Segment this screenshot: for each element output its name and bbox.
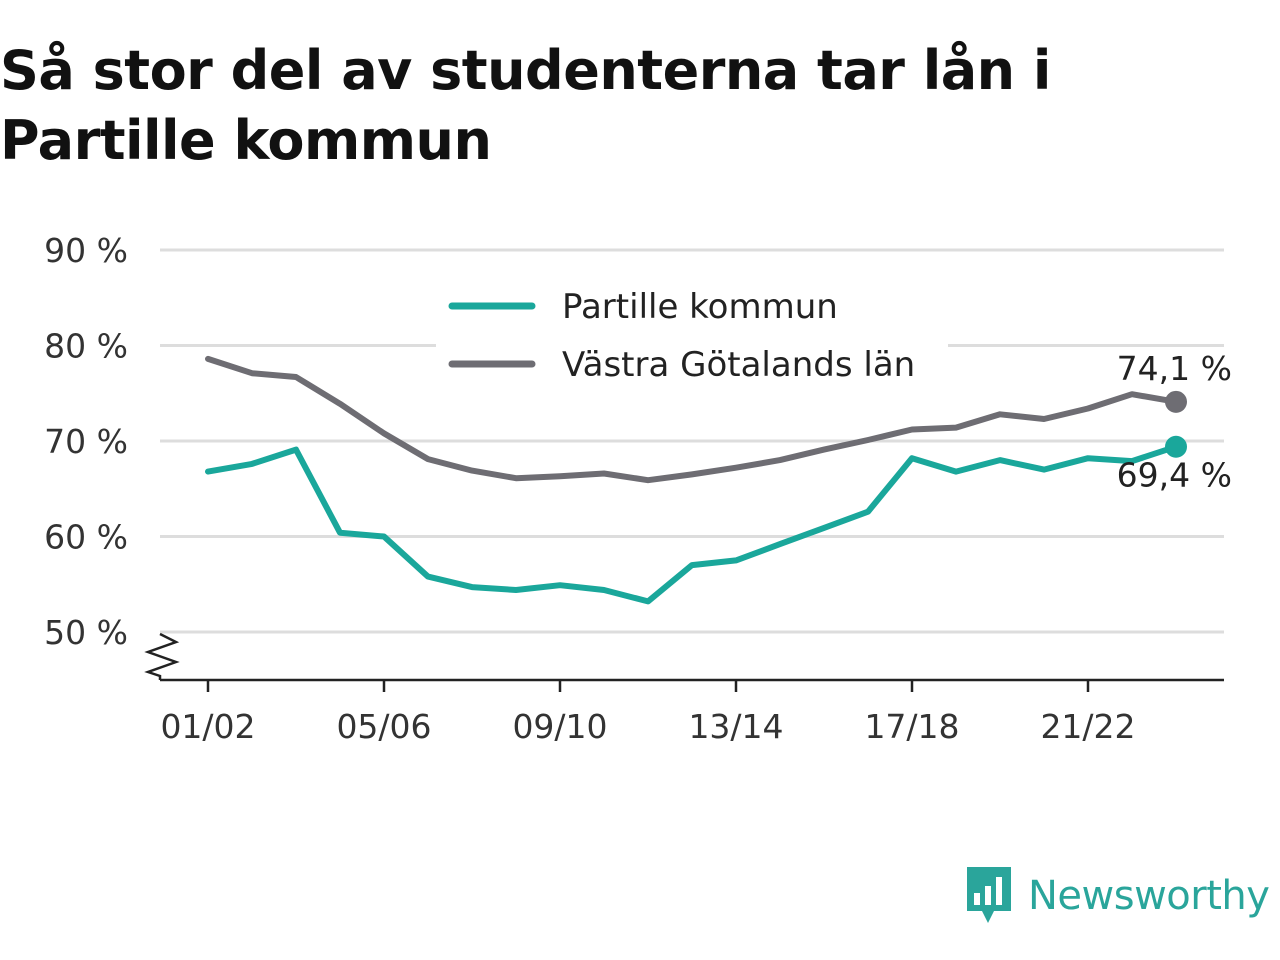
y-tick-label: 80 % [44, 327, 128, 366]
gridlines [160, 248, 1224, 634]
legend-background [436, 282, 948, 394]
y-tick-label: 60 % [44, 518, 128, 557]
newsworthy-logo-icon [967, 867, 1011, 923]
series-line-partille [205, 443, 1179, 605]
y-axis-ticks: 50 % 60 % 70 % 80 % 90 % [44, 231, 128, 652]
end-point [1165, 390, 1187, 413]
legend-label: Partille kommun [562, 287, 838, 327]
end-label-vastra-gotaland: 74,1 % [1117, 349, 1232, 388]
axes [144, 632, 1224, 682]
x-tick-label: 17/18 [864, 707, 959, 746]
series-lines [205, 355, 1187, 605]
x-tick-label: 09/10 [512, 707, 607, 746]
x-tick-label: 01/02 [160, 707, 255, 746]
x-tick-label: 21/22 [1040, 707, 1135, 746]
legend: Partille kommun Västra Götalands län [436, 282, 948, 394]
newsworthy-logo: Newsworthy [964, 864, 1270, 928]
y-tick-label: 70 % [44, 422, 128, 461]
x-axis-ticks: 01/02 05/06 09/10 13/14 17/18 21/22 [160, 680, 1136, 746]
x-tick-label: 13/14 [688, 707, 783, 746]
x-tick-label: 05/06 [336, 707, 431, 746]
y-axis-break [144, 632, 180, 680]
chart-title: Så stor del av studenterna tar lån i Par… [0, 39, 1051, 172]
series-line-vastra-gotaland [205, 355, 1179, 484]
line-chart: 50 % 60 % 70 % 80 % 90 % 01/02 05/06 09/10 13/1… [44, 231, 1232, 746]
end-labels: 74,1 % 69,4 % [1117, 349, 1232, 495]
y-tick-label: 50 % [44, 613, 128, 652]
end-point [1165, 435, 1187, 458]
end-label-partille: 69,4 % [1117, 456, 1232, 495]
brand-name: Newsworthy [1028, 873, 1270, 919]
legend-label: Västra Götalands län [562, 345, 915, 385]
y-tick-label: 90 % [44, 231, 128, 270]
